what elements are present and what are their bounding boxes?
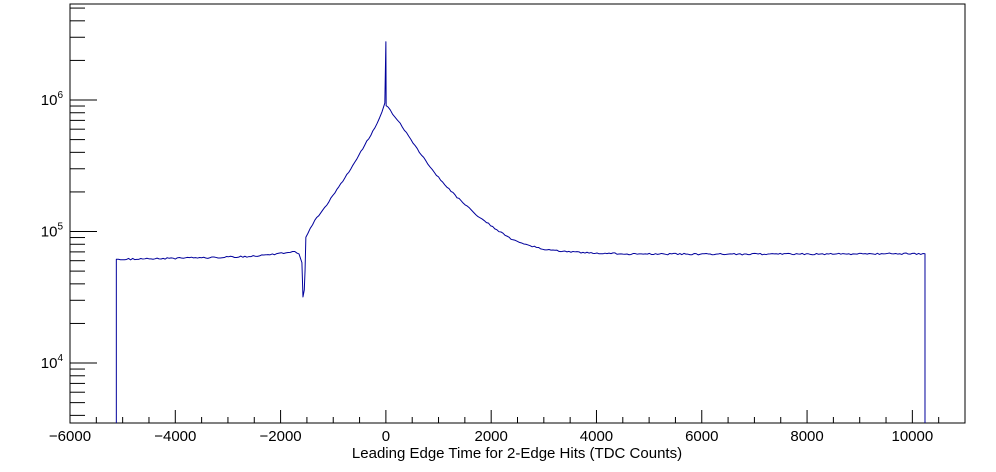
x-tick-label: 4000 (580, 428, 613, 445)
x-tick-label: −4000 (154, 428, 196, 445)
x-tick-label: 10000 (891, 428, 933, 445)
y-tick-label: 104 (41, 353, 64, 372)
histogram-line (115, 41, 926, 423)
x-tick-label: 2000 (474, 428, 507, 445)
plot-frame (69, 3, 966, 424)
y-tick-label: 106 (41, 90, 64, 109)
axis-tick-labels: −6000 −4000 −2000 0 2000 4000 6000 8000 10000 104… (41, 90, 933, 445)
x-tick-label: 6000 (685, 428, 718, 445)
x-axis-title: Leading Edge Time for 2-Edge Hits (TDC C… (352, 445, 682, 462)
x-tick-label: −2000 (260, 428, 302, 445)
x-tick-label: −6000 (49, 428, 91, 445)
x-tick-label: 0 (382, 428, 390, 445)
x-tick-label: 8000 (790, 428, 823, 445)
axis-ticks (69, 7, 940, 423)
y-tick-label: 105 (41, 222, 64, 241)
